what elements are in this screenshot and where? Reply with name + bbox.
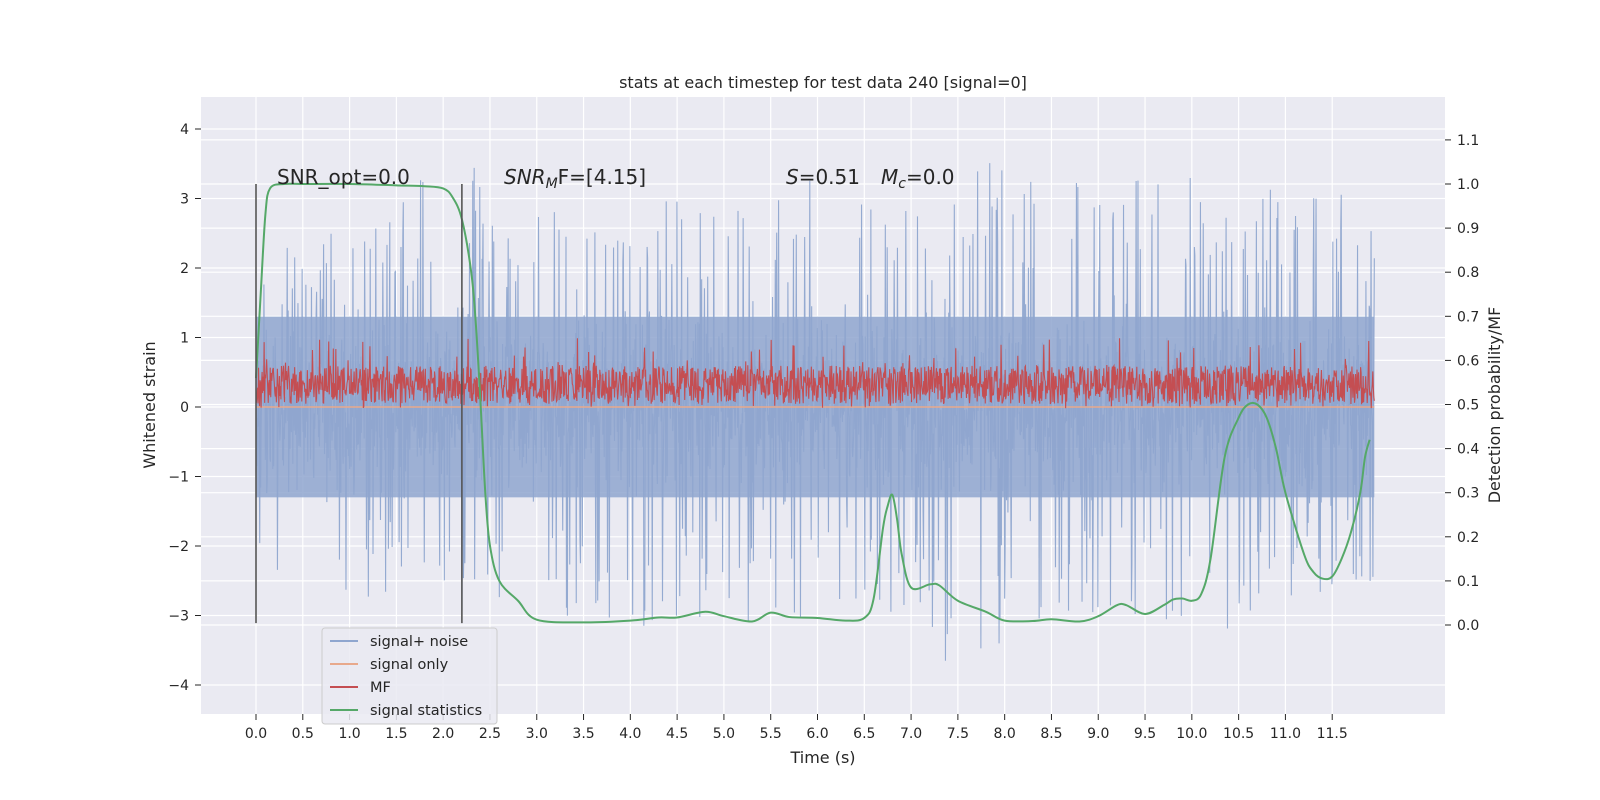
series-signal-statistics: [255, 182, 1371, 624]
x-tick-label: 2.5: [479, 726, 501, 742]
y2-tick-label: 0.7: [1457, 309, 1479, 325]
legend-box: [321, 627, 498, 725]
x-tick-label: 6.5: [853, 726, 875, 742]
annotation-snr-mf-subscript: M: [546, 176, 558, 192]
x-tick-label: 7.5: [947, 726, 969, 742]
axes: 0.0 0.5 1.0 1.5 2.0 2.5 3.0 3.5 4.0 4.5 5.0 5.5 6.0 6…: [168, 122, 1479, 742]
y2-tick-label: 0.0: [1457, 618, 1479, 634]
x-tick-label: 10.5: [1223, 726, 1254, 742]
x-tick-label: 8.0: [994, 726, 1016, 742]
annotation-s-symbol: S: [786, 165, 799, 189]
y-tick-label: 4: [180, 122, 189, 138]
x-tick-label: 5.0: [713, 726, 735, 742]
y2-tick-label: 0.8: [1457, 265, 1479, 281]
x-tick-label: 11.0: [1270, 726, 1301, 742]
annotation-mc-value: =0.0: [906, 165, 955, 189]
y-tick-label: −1: [168, 470, 189, 486]
x-axis-label: Time (s): [789, 748, 855, 767]
x-tick-label: 1.5: [385, 726, 407, 742]
vertical-markers: [255, 184, 463, 624]
x-tick-label: 10.0: [1176, 726, 1207, 742]
annotation-mc-symbol: M: [881, 165, 898, 189]
y2-tick-label: 0.2: [1457, 530, 1479, 546]
y-tick-label: 2: [180, 261, 189, 277]
legend-label-signal-noise: signal+ noise: [370, 634, 468, 650]
annotation-snr-opt: SNR_opt=0.0: [277, 165, 410, 189]
series-mf: [255, 338, 1375, 409]
annotation-snr-mf-value: F=[4.15]: [558, 165, 646, 189]
legend-label-mf: MF: [370, 680, 391, 696]
y2-tick-label: 0.5: [1457, 398, 1479, 414]
x-tick-label: 2.0: [432, 726, 454, 742]
legend: signal+ noise signal only MF signal stat…: [321, 627, 498, 725]
legend-label-signal-only: signal only: [370, 657, 449, 673]
y2-tick-label: 1.1: [1457, 133, 1479, 149]
y-axis-label: Whitened strain: [140, 341, 159, 468]
y2-tick-label: 0.4: [1457, 442, 1479, 458]
annotation-s-value: =0.51: [799, 165, 860, 189]
annotation-snr-mf: SNRMF=[4.15]: [504, 165, 646, 192]
x-tick-label: 5.5: [760, 726, 782, 742]
y2-tick-label: 1.0: [1457, 177, 1479, 193]
x-tick-label: 11.5: [1317, 726, 1348, 742]
x-tick-label: 9.0: [1087, 726, 1109, 742]
y-tick-label: 3: [180, 192, 189, 208]
y2-tick-label: 0.6: [1457, 353, 1479, 369]
y-tick-label: 0: [180, 400, 189, 416]
y2-axis-label: Detection probability/MF: [1485, 307, 1504, 504]
x-tick-label: 0.0: [245, 726, 267, 742]
annotation-mc-subscript: c: [898, 176, 906, 192]
x-tick-label: 6.0: [806, 726, 828, 742]
y-tick-label: −2: [168, 539, 189, 555]
x-tick-label: 3.0: [526, 726, 548, 742]
x-tick-label: 1.0: [338, 726, 360, 742]
y2-tick-label: 0.3: [1457, 486, 1479, 502]
x-tick-label: 4.5: [666, 726, 688, 742]
annotation-mc: Mc=0.0: [881, 165, 955, 192]
y2-tick-label: 0.1: [1457, 574, 1479, 590]
x-tick-label: 4.0: [619, 726, 641, 742]
y-tick-label: −3: [168, 609, 189, 625]
y2-tick-label: 0.9: [1457, 221, 1479, 237]
x-tick-label: 7.0: [900, 726, 922, 742]
y-tick-label: 1: [180, 331, 189, 347]
x-tick-label: 8.5: [1040, 726, 1062, 742]
chart-title: stats at each timestep for test data 240…: [619, 73, 1027, 92]
x-tick-label: 9.5: [1134, 726, 1156, 742]
annotation-snr-mf-symbol: SNR: [504, 165, 546, 189]
x-tick-label: 3.5: [572, 726, 594, 742]
series-layer: [255, 163, 1375, 661]
annotation-s: S=0.51: [786, 165, 860, 189]
x-tick-label: 0.5: [292, 726, 314, 742]
legend-label-signal-statistics: signal statistics: [370, 703, 482, 719]
y-tick-label: −4: [168, 678, 189, 694]
